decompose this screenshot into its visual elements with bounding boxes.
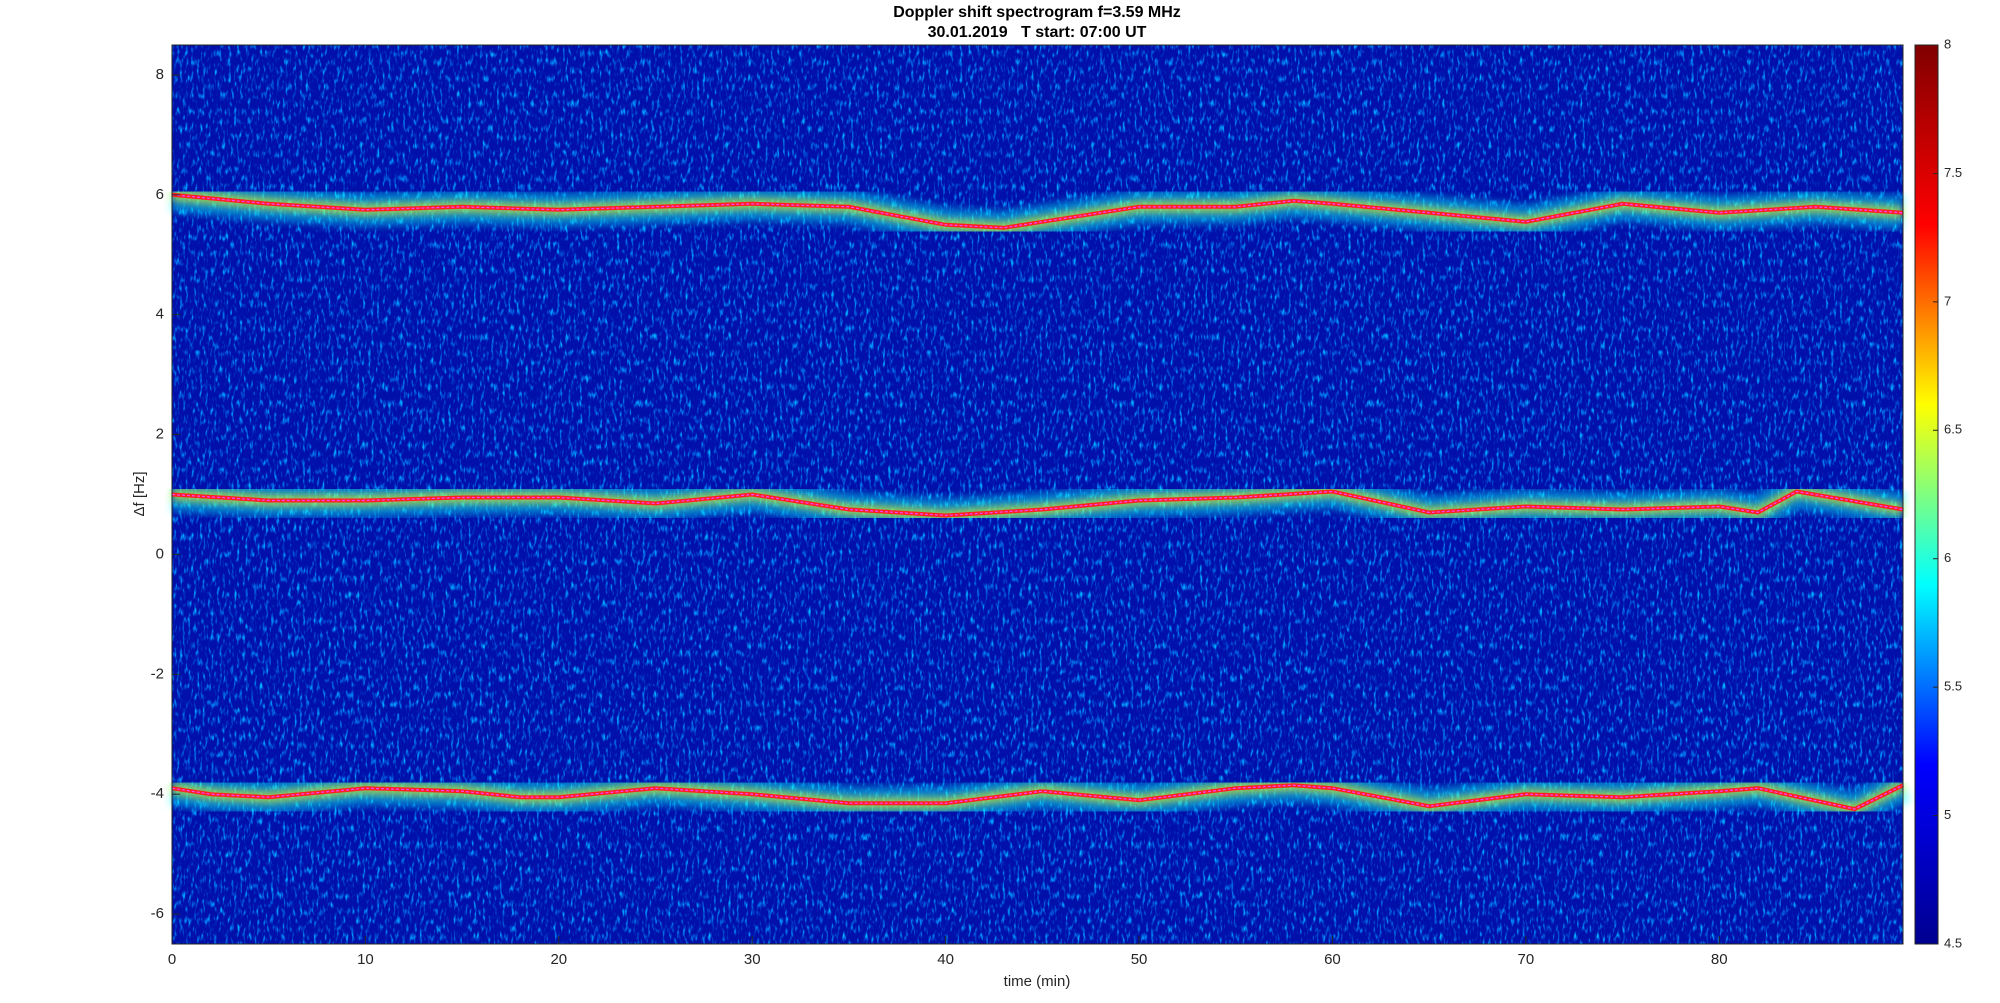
x-axis-label: time (min) [1004, 973, 1071, 990]
colorbar-tick-label: 6 [1944, 550, 1951, 565]
x-tick-label: 80 [1711, 951, 1728, 968]
x-tick-label: 60 [1324, 951, 1341, 968]
colorbar-tick-label: 7 [1944, 293, 1951, 308]
x-tick-label: 20 [550, 951, 567, 968]
colorbar [1914, 44, 1939, 945]
x-tick-label: 10 [357, 951, 374, 968]
trace-center [171, 194, 1904, 229]
trace-center [171, 490, 1904, 517]
x-tick-label: 50 [1131, 951, 1148, 968]
y-tick-label: -6 [151, 905, 164, 922]
trace-line [171, 783, 1904, 812]
colorbar-tick-label: 6.5 [1944, 422, 1962, 437]
chart-subtitle: 30.01.2019 T start: 07:00 UT [928, 24, 1147, 41]
colorbar-tick-label: 5 [1944, 807, 1951, 822]
colorbar-tick-label: 5.5 [1944, 679, 1962, 694]
x-tick-label: 30 [744, 951, 761, 968]
colorbar-tick-label: 7.5 [1944, 165, 1962, 180]
x-tick-label: 0 [168, 951, 176, 968]
y-tick-label: 6 [156, 186, 164, 203]
y-tick-label: 2 [156, 426, 164, 443]
y-tick-label: 8 [156, 66, 164, 83]
colorbar-tick-label: 8 [1944, 36, 1951, 51]
x-tick-label: 70 [1518, 951, 1535, 968]
y-tick-label: -4 [151, 785, 164, 802]
y-tick-label: -2 [151, 665, 164, 682]
plot-frame [171, 44, 1904, 945]
colorbar-tick-label: 4.5 [1944, 935, 1962, 950]
y-axis-label: Δf [Hz] [131, 471, 148, 516]
y-tick-label: 0 [156, 545, 164, 562]
chart-title: Doppler shift spectrogram f=3.59 MHz [893, 4, 1181, 21]
x-tick-label: 40 [937, 951, 954, 968]
y-tick-label: 4 [156, 306, 164, 323]
